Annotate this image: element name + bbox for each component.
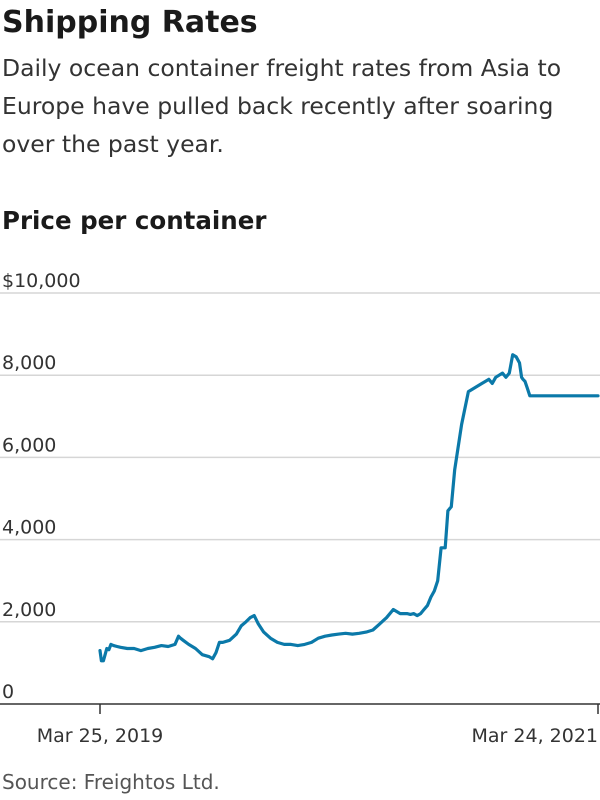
series-line <box>98 353 600 663</box>
y-tick-label: 6,000 <box>2 434 56 456</box>
chart-title: Shipping Rates <box>2 5 258 40</box>
x-tick-label: Mar 25, 2019 <box>37 725 164 747</box>
y-tick-label: 0 <box>2 681 14 703</box>
y-tick-label: 8,000 <box>2 352 56 374</box>
gridlines <box>0 292 600 623</box>
source-note: Source: Freightos Ltd. <box>2 770 220 794</box>
y-tick-label: 4,000 <box>2 517 56 539</box>
series-layer <box>98 353 600 663</box>
x-axis: Mar 25, 2019 Mar 24, 2021 <box>0 703 600 747</box>
x-tick-label: Mar 24, 2021 <box>472 725 599 747</box>
y-axis-title: Price per container <box>2 206 267 235</box>
chart-subtitle: Daily ocean container freight rates from… <box>2 54 562 158</box>
y-axis-ticks: 0 2,000 4,000 6,000 8,000 $10,000 <box>2 270 81 703</box>
y-tick-label: 2,000 <box>2 599 56 621</box>
y-tick-label: $10,000 <box>2 270 81 292</box>
